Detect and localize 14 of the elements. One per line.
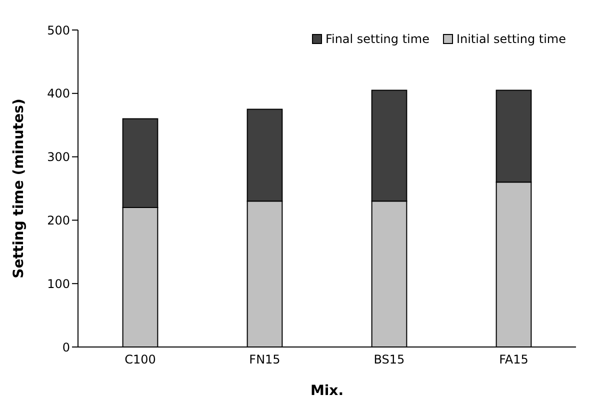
x-tick-label: BS15: [374, 352, 405, 367]
y-tick-label: 500: [47, 23, 70, 38]
y-tick-label: 300: [47, 150, 70, 164]
y-axis-title: Setting time (minutes): [10, 98, 27, 278]
y-tick-label: 400: [47, 86, 70, 101]
x-tick-label: FN15: [249, 352, 280, 367]
x-tick-label: C100: [124, 352, 156, 367]
legend-label: Final setting time: [324, 32, 430, 46]
x-tick-label: FA15: [499, 352, 528, 367]
legend-label: Initial setting time: [455, 32, 566, 46]
y-tick-label: 200: [47, 213, 70, 228]
y-tick-label: 100: [47, 276, 70, 291]
y-tick-label: 0: [62, 340, 70, 354]
x-axis-title: Mix.: [310, 383, 344, 399]
